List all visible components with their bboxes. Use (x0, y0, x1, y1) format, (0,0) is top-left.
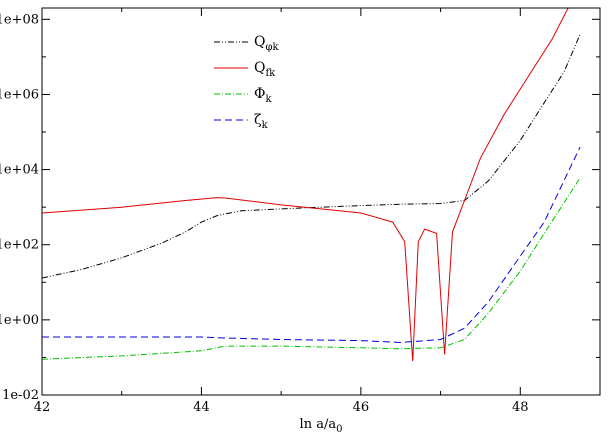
legend-label-sub: k (262, 120, 269, 131)
series-line-3 (42, 177, 581, 360)
legend-label-sub: fk (265, 68, 276, 79)
legend-label-main: ζ (254, 112, 262, 128)
legend-label: Qφk (254, 34, 279, 53)
x-tick-label: 46 (353, 400, 370, 415)
series-line-2 (42, 8, 569, 362)
x-axis-title-sub: 0 (336, 424, 342, 435)
y-tick-label: 1e-02 (2, 388, 39, 403)
x-tick-label: 42 (34, 400, 51, 415)
legend-label: ζk (254, 112, 269, 131)
y-tick-label: 1e+02 (0, 238, 39, 253)
y-tick-label: 1e+06 (0, 87, 39, 102)
x-tick-label: 48 (512, 400, 529, 415)
legend-label-sub: φk (265, 42, 279, 53)
x-axis-title-main: ln a/a (300, 417, 337, 432)
legend-label: Φk (254, 86, 272, 105)
y-tick-label: 1e+00 (0, 313, 39, 328)
series-line-4 (42, 146, 581, 344)
legend-label-main: Q (254, 34, 265, 50)
y-tick-label: 1e+04 (0, 163, 39, 178)
y-tick-label: 1e+08 (0, 12, 39, 27)
legend-label: Qfk (254, 60, 276, 79)
plot-frame (41, 7, 601, 396)
legend-label-main: Φ (254, 86, 265, 102)
legend-label-main: Q (254, 60, 265, 76)
x-axis-title: ln a/a0 (300, 417, 343, 435)
labels-layer: 42 44 46 48 1e-02 1e+00 1e+02 1e+04 1e+06 1e+08 (0, 12, 529, 415)
series-layer (42, 8, 581, 362)
x-tick-label: 44 (193, 400, 210, 415)
legend-label-sub: k (265, 94, 272, 105)
series-line-1 (42, 34, 581, 279)
